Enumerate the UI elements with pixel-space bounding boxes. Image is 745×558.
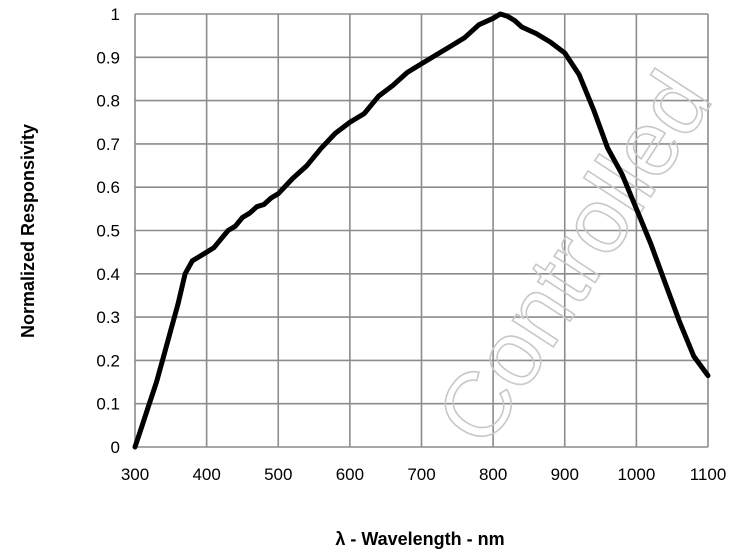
x-tick-label-6: 900 bbox=[551, 465, 579, 484]
x-tick-label-2: 500 bbox=[264, 465, 292, 484]
y-tick-label-7: 0.7 bbox=[96, 135, 120, 154]
x-tick-label-0: 300 bbox=[121, 465, 149, 484]
y-tick-label-4: 0.4 bbox=[96, 265, 120, 284]
y-axis-tick-labels: 0 0.1 0.2 0.3 0.4 0.5 0.6 0.7 0.8 0.9 1 bbox=[96, 5, 120, 457]
x-tick-label-7: 1000 bbox=[617, 465, 655, 484]
x-tick-label-1: 400 bbox=[192, 465, 220, 484]
y-tick-label-6: 0.6 bbox=[96, 178, 120, 197]
watermark-text: Controlled bbox=[417, 54, 731, 461]
x-axis-title: λ - Wavelength - nm bbox=[335, 529, 504, 549]
x-tick-label-5: 800 bbox=[479, 465, 507, 484]
y-tick-label-0: 0 bbox=[111, 438, 120, 457]
x-axis-tick-labels: 300 400 500 600 700 800 900 1000 1100 bbox=[121, 465, 726, 484]
y-tick-label-9: 0.9 bbox=[96, 48, 120, 67]
y-tick-label-1: 0.1 bbox=[96, 395, 120, 414]
x-tick-label-3: 600 bbox=[336, 465, 364, 484]
x-tick-label-8: 1100 bbox=[690, 465, 727, 484]
y-tick-label-3: 0.3 bbox=[96, 308, 120, 327]
series-line bbox=[132, 11, 711, 450]
y-axis-title: Normalized Responsivity bbox=[18, 124, 38, 338]
y-tick-label-2: 0.2 bbox=[96, 351, 120, 370]
y-tick-label-8: 0.8 bbox=[96, 92, 120, 111]
y-tick-label-5: 0.5 bbox=[96, 222, 120, 241]
y-tick-label-10: 1 bbox=[111, 5, 120, 24]
x-tick-label-4: 700 bbox=[407, 465, 435, 484]
